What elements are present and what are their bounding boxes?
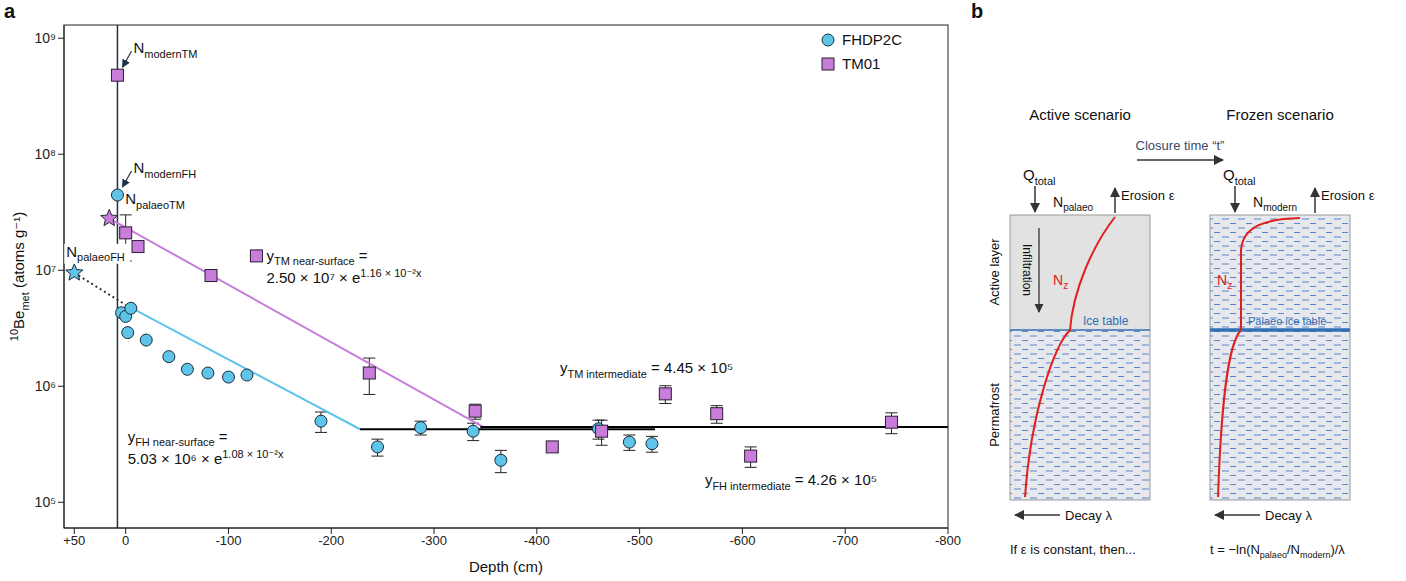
svg-text:-400: -400	[524, 533, 550, 548]
svg-text:-700: -700	[832, 533, 858, 548]
svg-text:NpalaeoFH: NpalaeoFH	[66, 243, 125, 264]
svg-text:Frozen scenario: Frozen scenario	[1226, 106, 1334, 123]
svg-text:0: 0	[122, 533, 129, 548]
svg-text:-300: -300	[421, 533, 447, 548]
svg-text:10Bemet (atoms g⁻¹): 10Bemet (atoms g⁻¹)	[8, 212, 31, 341]
svg-text:-600: -600	[729, 533, 755, 548]
svg-text:a: a	[4, 0, 16, 22]
svg-text:Active layer: Active layer	[987, 238, 1002, 306]
svg-text:Qtotal: Qtotal	[1023, 166, 1055, 187]
svg-text:Palaeo ice table: Palaeo ice table	[1248, 315, 1326, 327]
svg-text:Infiltration: Infiltration	[1020, 244, 1034, 296]
svg-text:Closure time “t”: Closure time “t”	[1136, 138, 1225, 153]
svg-text:FHDP2C: FHDP2C	[842, 31, 902, 48]
svg-text:-800: -800	[935, 533, 961, 548]
svg-text:t = −ln(Npalaeo/Nmodern)/λ: t = −ln(Npalaeo/Nmodern)/λ	[1210, 542, 1345, 560]
svg-text:10⁸: 10⁸	[35, 146, 57, 162]
svg-text:-100: -100	[215, 533, 241, 548]
svg-text:Qtotal: Qtotal	[1223, 166, 1255, 187]
svg-text:NpalaeoTM: NpalaeoTM	[125, 190, 185, 211]
svg-text:NmodernTM: NmodernTM	[133, 39, 197, 60]
svg-text:Erosion ε: Erosion ε	[1121, 188, 1175, 203]
svg-text:Active scenario: Active scenario	[1029, 106, 1131, 123]
svg-text:10⁶: 10⁶	[35, 378, 56, 394]
svg-text:Decay λ: Decay λ	[1265, 508, 1312, 523]
svg-text:yTM intermediate = 4.45 × 10⁵: yTM intermediate = 4.45 × 10⁵	[560, 359, 733, 380]
svg-text:-500: -500	[627, 533, 653, 548]
svg-text:yTM near-surface =: yTM near-surface =	[266, 247, 367, 268]
svg-text:Depth (cm): Depth (cm)	[469, 558, 543, 575]
svg-text:TM01: TM01	[842, 55, 880, 72]
svg-text:Permafrost: Permafrost	[987, 383, 1002, 447]
svg-text:5.03 × 10⁶ × e1.08 × 10⁻²x: 5.03 × 10⁶ × e1.08 × 10⁻²x	[128, 448, 284, 467]
svg-text:-200: -200	[318, 533, 344, 548]
svg-text:+50: +50	[63, 533, 85, 548]
svg-text:Decay λ: Decay λ	[1065, 508, 1112, 523]
svg-text:Erosion ε: Erosion ε	[1321, 188, 1375, 203]
svg-text:2.50 × 10⁷ × e1.16 × 10⁻²x: 2.50 × 10⁷ × e1.16 × 10⁻²x	[266, 267, 421, 286]
svg-text:Nz: Nz	[1217, 272, 1232, 291]
svg-text:yFH near-surface =: yFH near-surface =	[128, 428, 228, 449]
svg-text:10⁷: 10⁷	[35, 262, 56, 278]
svg-text:b: b	[971, 0, 983, 22]
svg-text:Ice table: Ice table	[1083, 314, 1129, 328]
svg-text:NmodernFH: NmodernFH	[133, 159, 196, 180]
svg-text:Npalaeo: Npalaeo	[1053, 194, 1094, 213]
svg-text:Nz: Nz	[1053, 272, 1068, 291]
svg-text:yFH intermediate = 4.26 × 10⁵: yFH intermediate = 4.26 × 10⁵	[705, 471, 877, 492]
svg-text:10⁵: 10⁵	[35, 494, 56, 510]
svg-text:If ε is constant, then...: If ε is constant, then...	[1010, 542, 1136, 557]
svg-text:10⁹: 10⁹	[34, 30, 56, 46]
svg-text:Nmodern: Nmodern	[1253, 194, 1297, 213]
